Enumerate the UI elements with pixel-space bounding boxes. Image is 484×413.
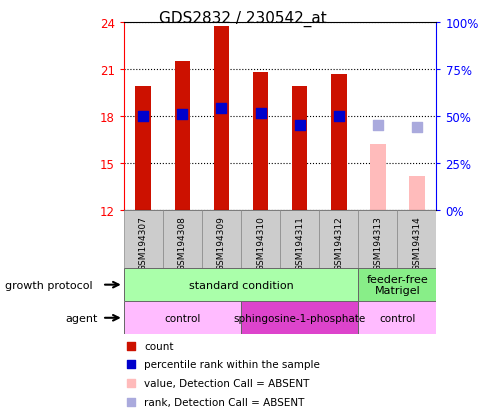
Bar	[291, 87, 307, 211]
Bar	[213, 27, 229, 211]
Bar	[280, 211, 318, 268]
Text: rank, Detection Call = ABSENT: rank, Detection Call = ABSENT	[144, 396, 304, 407]
Text: percentile rank within the sample: percentile rank within the sample	[144, 359, 319, 370]
Text: GSM194310: GSM194310	[256, 215, 264, 270]
Text: count: count	[144, 341, 173, 351]
Bar	[252, 73, 268, 211]
Point	[127, 343, 135, 349]
Text: growth protocol: growth protocol	[5, 280, 92, 290]
Bar	[241, 301, 358, 335]
Bar	[318, 211, 358, 268]
Text: GSM194307: GSM194307	[138, 215, 148, 270]
Bar	[358, 301, 436, 335]
Bar	[174, 62, 190, 211]
Text: agent: agent	[65, 313, 98, 323]
Bar	[369, 145, 385, 211]
Point	[412, 124, 420, 131]
Text: GSM194313: GSM194313	[373, 215, 381, 270]
Text: standard condition: standard condition	[188, 280, 293, 290]
Point	[373, 123, 381, 129]
Text: GSM194309: GSM194309	[216, 215, 226, 270]
Bar	[201, 211, 241, 268]
Text: feeder-free
Matrigel: feeder-free Matrigel	[366, 274, 427, 296]
Text: control: control	[164, 313, 200, 323]
Text: value, Detection Call = ABSENT: value, Detection Call = ABSENT	[144, 378, 309, 388]
Bar	[408, 176, 424, 211]
Text: GDS2832 / 230542_at: GDS2832 / 230542_at	[158, 10, 326, 26]
Bar	[163, 211, 201, 268]
Bar	[123, 211, 163, 268]
Point	[127, 361, 135, 368]
Text: GSM194308: GSM194308	[178, 215, 186, 270]
Point	[217, 106, 225, 112]
Text: GSM194311: GSM194311	[295, 215, 303, 270]
Bar	[241, 211, 279, 268]
Bar	[358, 268, 436, 301]
Point	[127, 398, 135, 405]
Point	[256, 110, 264, 117]
Text: GSM194314: GSM194314	[411, 215, 421, 270]
Text: control: control	[378, 313, 415, 323]
Bar	[123, 268, 358, 301]
Bar	[330, 74, 346, 211]
Point	[334, 114, 342, 120]
Point	[295, 123, 303, 129]
Text: sphingosine-1-phosphate: sphingosine-1-phosphate	[233, 313, 365, 323]
Point	[127, 380, 135, 387]
Text: GSM194312: GSM194312	[333, 215, 343, 270]
Bar	[396, 211, 436, 268]
Bar	[123, 301, 241, 335]
Point	[178, 112, 186, 119]
Bar	[135, 87, 151, 211]
Bar	[358, 211, 396, 268]
Point	[139, 114, 147, 120]
